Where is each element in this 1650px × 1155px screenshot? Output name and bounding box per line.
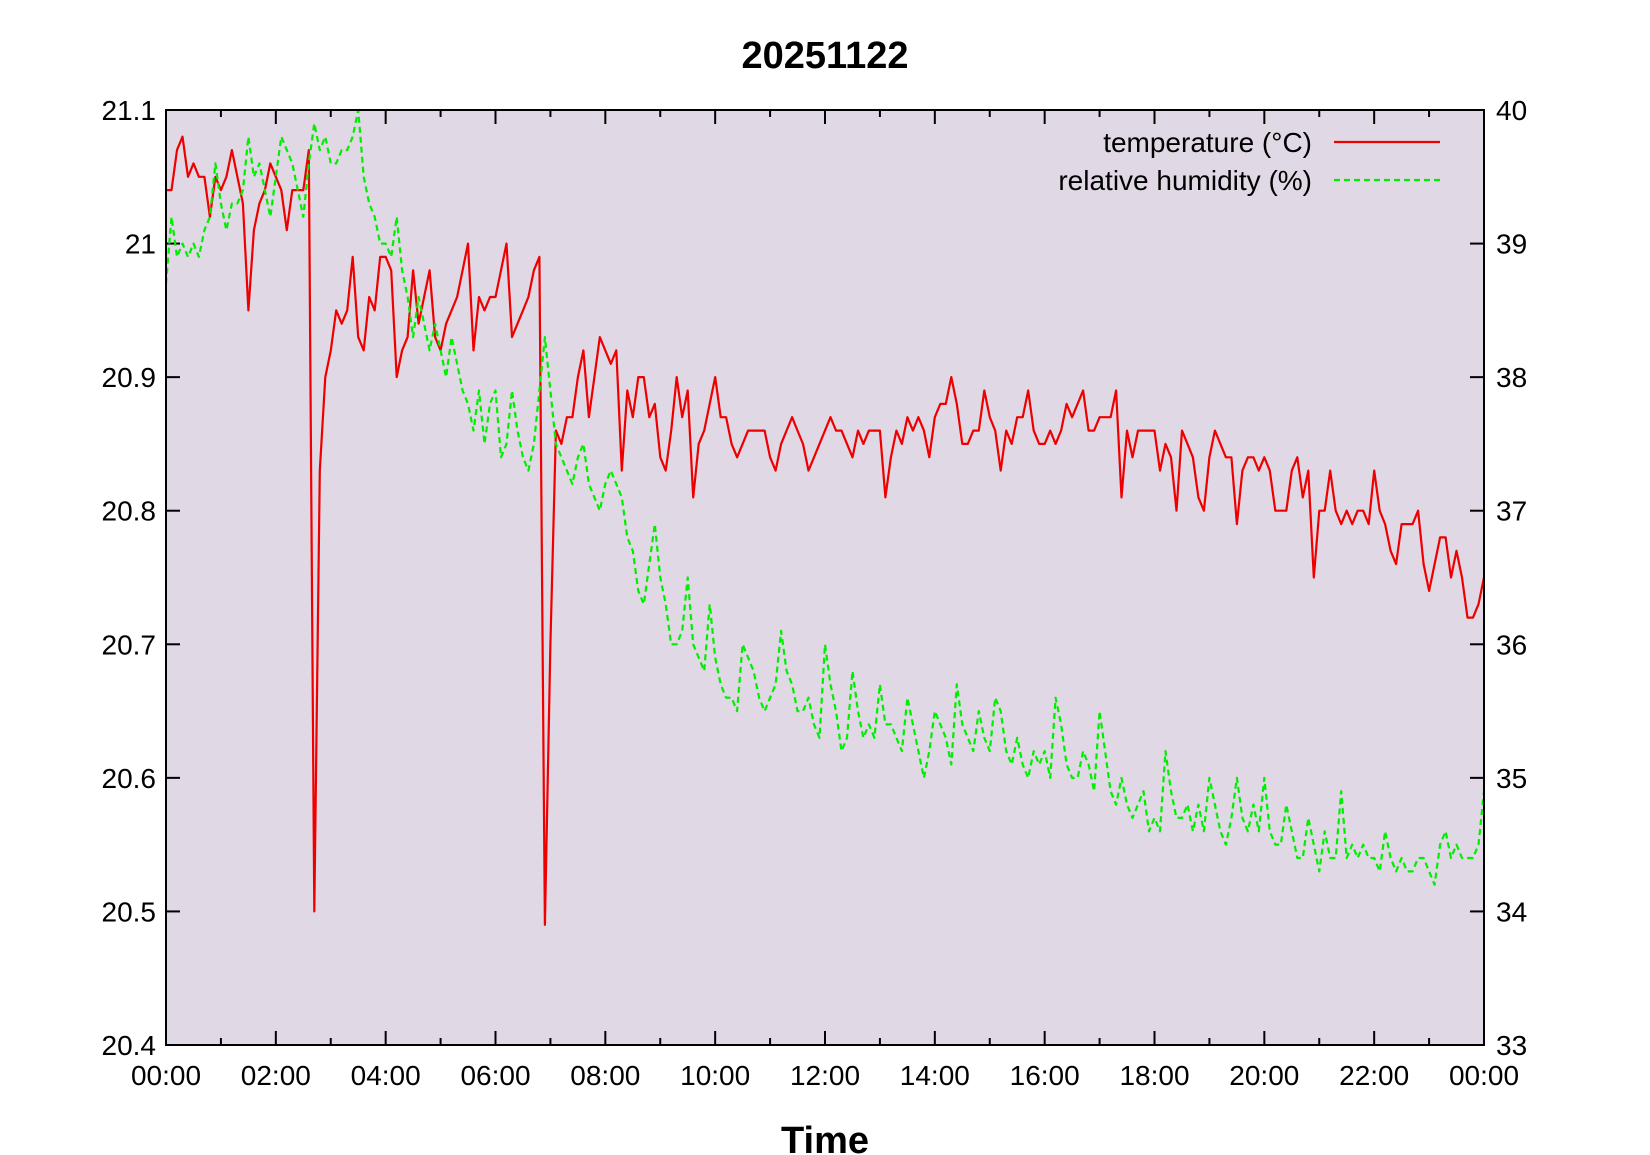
x-axis-label: Time [781,1120,869,1155]
y-right-tick-label: 34 [1496,896,1527,927]
y-left-tick-label: 20.6 [102,763,157,794]
y-right-tick-label: 35 [1496,763,1527,794]
y-right-tick-label: 36 [1496,629,1527,660]
x-tick-label: 12:00 [790,1060,860,1091]
x-tick-label: 00:00 [131,1060,201,1091]
temperature-series-line [166,135,1486,926]
y-left-tick-label: 20.5 [102,896,157,927]
y-left-tick-label: 20.8 [102,496,157,527]
x-tick-label: 08:00 [570,1060,640,1091]
y-right-tick-label: 33 [1496,1030,1527,1061]
y-right-tick-label: 37 [1496,496,1527,527]
x-tick-label: 14:00 [900,1060,970,1091]
humidity-series-line [164,108,1486,886]
x-tick-label: 18:00 [1119,1060,1189,1091]
plot-frame [165,109,1485,1046]
x-tick-label: 22:00 [1339,1060,1409,1091]
y-right-tick-label: 38 [1496,362,1527,393]
series-lines [164,108,1486,926]
x-tick-label: 20:00 [1229,1060,1299,1091]
y-right-tick-label: 40 [1496,95,1527,126]
x-tick-label: 10:00 [680,1060,750,1091]
y-left-tick-label: 20.9 [102,362,157,393]
axis-ticks: 00:00 02:00 04:00 06:00 08:00 10:00 12:00 14:00… [102,95,1528,1091]
x-tick-label: 16:00 [1010,1060,1080,1091]
y-left-tick-label: 21 [125,229,156,260]
chart-title: 20251122 [742,35,909,77]
legend: temperature (°C) relative humidity (%) [1058,127,1440,196]
x-tick-label: 02:00 [241,1060,311,1091]
x-tick-label: 00:00 [1449,1060,1519,1091]
legend-label: relative humidity (%) [1058,165,1312,196]
x-tick-label: 04:00 [351,1060,421,1091]
legend-label: temperature (°C) [1103,127,1312,158]
x-tick-label: 06:00 [460,1060,530,1091]
y-left-tick-label: 21.1 [102,95,157,126]
y-left-tick-label: 20.4 [102,1030,157,1061]
y-left-tick-label: 20.7 [102,629,157,660]
y-right-tick-label: 39 [1496,229,1527,260]
plot-area [166,110,1484,1045]
